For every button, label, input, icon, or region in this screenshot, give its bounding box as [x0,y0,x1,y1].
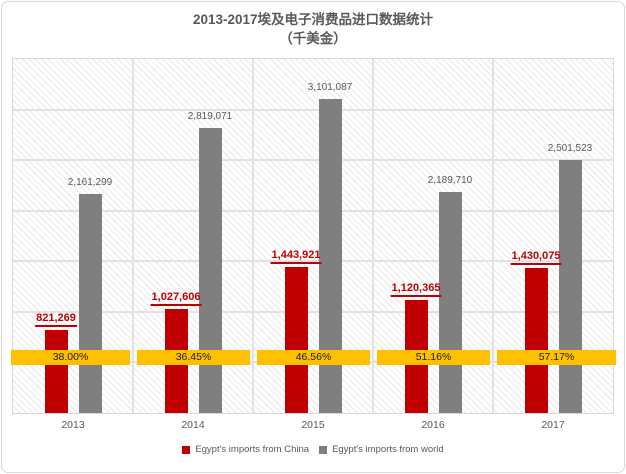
bar-label-china-2015: 1,443,921 [270,249,322,264]
legend-label-china: Egypt's imports from China [195,444,310,455]
bar-world-2017 [559,160,582,413]
percent-cell-2017: 57.17% [497,350,616,365]
bar-china-2017 [525,268,548,413]
percent-cell-2013: 38.00% [11,350,130,365]
bar-world-2013 [79,194,102,413]
legend-label-world: Egypt's imports from world [332,444,444,455]
gridline-vertical [252,59,254,413]
gridline-vertical [492,59,494,413]
chart-title-line1: 2013-2017埃及电子消费品进口数据统计 [192,12,434,27]
gridline-horizontal [13,109,613,111]
percent-cell-2016: 51.16% [377,350,490,365]
gridline-horizontal [13,260,613,262]
bar-label-china-2014: 1,027,606 [150,291,202,306]
legend-item-china: Egypt's imports from China [182,444,309,455]
plot-area: 821,269 1,027,606 1,443,921 1,120,365 1,430,… [11,58,616,414]
x-axis-label-2017: 2017 [541,419,565,431]
bar-china-2015 [285,267,308,413]
bar-label-world-2016: 2,189,710 [427,175,473,186]
percent-cell-2015: 46.56% [257,350,370,365]
bar-label-world-2017: 2,501,523 [547,143,593,154]
bar-label-world-2013: 2,161,299 [67,177,113,188]
gridline-horizontal [13,159,613,161]
x-axis-label-2016: 2016 [421,419,445,431]
gridline-vertical [372,59,374,413]
chart-title-line2: （千美金） [279,31,347,46]
legend-swatch-world-icon [319,445,328,454]
percent-cell-2014: 36.45% [137,350,250,365]
gridline-horizontal [13,311,613,313]
bar-world-2014 [199,128,222,413]
bar-world-2015 [319,99,342,413]
x-axis: 2013 2014 2015 2016 2017 [12,419,614,433]
bar-label-china-2016: 1,120,365 [390,282,442,297]
x-axis-label-2014: 2014 [181,419,205,431]
legend-item-world: Egypt's imports from world [319,444,444,455]
gridline-horizontal [13,210,613,212]
legend: Egypt's imports from China Egypt's import… [0,444,626,455]
bar-label-world-2014: 2,819,071 [187,111,233,122]
bar-label-world-2015: 3,101,087 [307,82,353,93]
bar-label-china-2017: 1,430,075 [510,250,562,265]
legend-swatch-china-icon [182,445,191,454]
x-axis-label-2013: 2013 [61,419,85,431]
x-axis-label-2015: 2015 [301,419,325,431]
gridline-vertical [132,59,134,413]
bar-china-2013 [45,330,68,413]
chart-title: 2013-2017埃及电子消费品进口数据统计 （千美金） [0,10,626,48]
bar-world-2016 [439,192,462,413]
bar-label-china-2013: 821,269 [35,312,77,327]
